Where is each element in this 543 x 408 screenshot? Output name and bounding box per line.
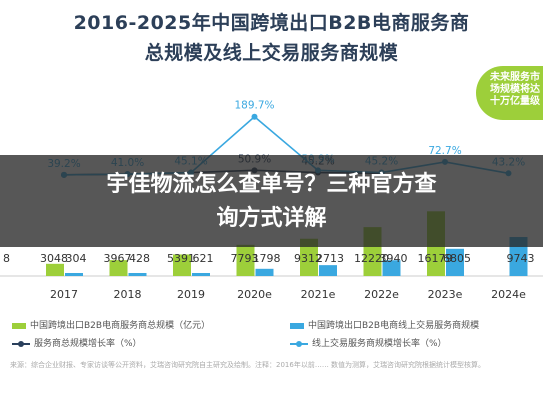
legend-bar-swatch: [12, 322, 26, 329]
legend-online-growth: 线上交易服务商规模增长率（%）: [290, 336, 447, 349]
bar-total-label: 3967: [104, 252, 132, 265]
bar-total-label: 7793: [231, 252, 259, 265]
bar-online: [446, 248, 464, 276]
legend-line-swatch: [12, 340, 30, 347]
x-tick-label: 2023e: [428, 288, 463, 301]
x-tick-label: 2021e: [301, 288, 336, 301]
badge-line: 场规模将达: [490, 84, 540, 95]
footnote: 来源：综合企业财报、专家访谈等公开资料，艾瑞咨询研究院自主研究及绘制。注释：20…: [10, 361, 486, 369]
legend-label: 线上交易服务商规模增长率（%）: [312, 339, 447, 349]
bar-online: [255, 268, 274, 276]
bar-online-label: 304: [66, 252, 87, 265]
legend-label: 中国跨境出口B2B电商服务商总规模（亿元）: [30, 321, 211, 331]
bar-total-label: 5391: [167, 252, 195, 265]
bar-online-label: 1798: [253, 252, 281, 265]
bar-total-label: 12220: [354, 252, 389, 265]
bar-total: [236, 244, 255, 276]
legend-line-swatch: [290, 340, 308, 347]
bar-online-label: 621: [193, 252, 214, 265]
bar-total: [46, 263, 64, 276]
bar-online-label: 3940: [380, 252, 408, 265]
bar-online-label: 9743: [507, 252, 535, 265]
bar-total-label: 9312: [294, 252, 322, 265]
x-tick-label: 2022e: [364, 288, 399, 301]
legend-bar-swatch: [290, 322, 304, 329]
badge-line: 未来服务市: [490, 72, 540, 83]
badge-line: 十万亿量级: [490, 96, 540, 107]
article-title: 宇佳物流怎么查单号？三种官方查 询方式详解: [0, 168, 543, 236]
bar-online: [192, 273, 210, 276]
legend-online-scale: 中国跨境出口B2B电商线上交易服务商规模: [290, 318, 479, 331]
x-tick-label: 2019: [177, 288, 205, 301]
bar-total: [173, 254, 191, 276]
legend-total-growth: 服务商总规模增长率（%）: [12, 336, 142, 349]
x-tick-label: 2018: [114, 288, 142, 301]
bar-online: [319, 265, 337, 276]
legend-label: 中国跨境出口B2B电商线上交易服务商规模: [308, 321, 480, 331]
x-tick-label: 2017: [50, 288, 78, 301]
bar-online-label: 2713: [316, 252, 344, 265]
bar-total: [300, 238, 318, 276]
chart-title: 2016-2025年中国跨境出口B2B电商服务商: [73, 12, 470, 34]
bar-online: [65, 273, 83, 276]
bar-edge-label: 8: [3, 252, 10, 265]
article-title-line: 询方式详解: [216, 206, 327, 231]
legend-label: 服务商总规模增长率（%）: [34, 339, 142, 349]
bar-total-label: 16179: [418, 252, 453, 265]
x-tick-label: 2020e: [237, 288, 272, 301]
bar-total-label: 3048: [40, 252, 68, 265]
article-title-overlay: [0, 155, 543, 247]
bar-online: [128, 273, 147, 276]
bar-online-label: 428: [129, 252, 150, 265]
chart-subtitle: 总规模及线上交易服务商规模: [144, 42, 399, 64]
online-growth-point: [251, 113, 258, 120]
forecast-badge: 未来服务市 场规模将达 十万亿量级: [476, 66, 543, 120]
bar-online: [382, 260, 401, 276]
online-growth-label: 72.7%: [428, 145, 461, 157]
bar-total: [109, 260, 128, 276]
bar-online-label: 6805: [443, 252, 471, 265]
x-tick-label: 2024e: [491, 288, 526, 301]
online-growth-label: 189.7%: [234, 100, 274, 112]
legend-total-scale: 中国跨境出口B2B电商服务商总规模（亿元）: [12, 318, 210, 331]
article-title-line: 宇佳物流怎么查单号？三种官方查: [106, 172, 437, 197]
